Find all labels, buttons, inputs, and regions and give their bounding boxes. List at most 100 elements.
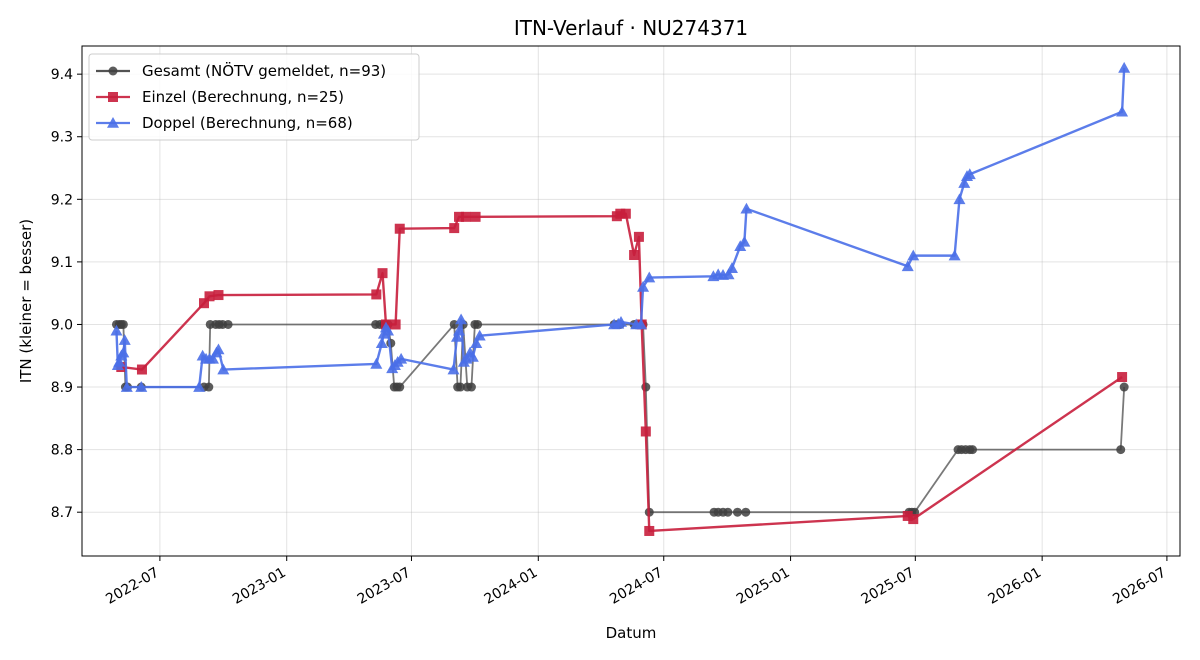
data-point: [738, 235, 751, 247]
data-point: [723, 507, 733, 517]
legend: Gesamt (NÖTV gemeldet, n=93) Einzel (Bere…: [88, 53, 420, 141]
series-triangle: [110, 61, 1131, 392]
data-point: [473, 329, 486, 341]
data-point: [118, 334, 131, 345]
data-point: [395, 352, 408, 364]
plot-frame: [81, 45, 1181, 557]
x-axis-ticks: 2022-07 2023-01 2023-07 2024-01 2024-07 2025-…: [103, 556, 1169, 608]
legend-label: Doppel (Berechnung, n=68): [142, 114, 353, 132]
series-square: [116, 208, 1128, 536]
data-point: [118, 319, 128, 329]
legend-label: Einzel (Berechnung, n=25): [142, 88, 344, 106]
data-point: [470, 337, 483, 349]
x-tick-label: 2026-07: [1110, 565, 1169, 608]
data-point: [120, 381, 133, 392]
data-point: [453, 324, 466, 336]
data-point: [948, 249, 961, 261]
data-point: [1116, 105, 1129, 117]
data-point: [377, 268, 388, 279]
data-point: [615, 315, 628, 327]
data-point: [958, 177, 971, 188]
data-point: [213, 290, 224, 301]
data-point: [455, 382, 465, 392]
data-point: [732, 507, 742, 517]
data-point: [375, 337, 388, 349]
y-tick-label: 8.9: [51, 380, 73, 396]
data-point: [907, 249, 920, 261]
data-point: [466, 382, 476, 392]
y-axis-ticks: 8.7 8.8 8.9 9.0 9.1 9.2 9.3 9.4: [51, 67, 82, 521]
data-point: [212, 343, 225, 355]
legend-label: Gesamt (NÖTV gemeldet, n=93): [142, 61, 386, 80]
data-point: [110, 324, 123, 336]
x-tick-label: 2023-01: [230, 565, 289, 608]
legend-item: Einzel (Berechnung, n=25): [96, 88, 344, 106]
series-circle: [111, 319, 1129, 517]
x-tick-label: 2025-07: [859, 565, 918, 608]
data-point: [629, 250, 640, 261]
series-layer: [110, 61, 1131, 536]
data-point: [1116, 445, 1126, 455]
x-axis-title: Datum: [606, 624, 657, 642]
data-point: [447, 363, 460, 375]
x-tick-label: 2024-01: [482, 565, 541, 608]
data-point: [466, 351, 479, 362]
data-point: [908, 514, 919, 525]
data-point: [740, 202, 753, 214]
data-point: [1118, 61, 1131, 73]
data-point: [217, 363, 230, 375]
data-point: [455, 313, 468, 325]
data-point: [725, 262, 738, 273]
data-point: [722, 268, 735, 280]
data-point: [470, 211, 481, 222]
legend-frame: [88, 53, 420, 141]
y-axis-title: ITN (kleiner = besser): [17, 219, 35, 383]
data-point: [902, 510, 913, 521]
data-point: [637, 280, 650, 292]
data-point: [199, 298, 209, 309]
y-tick-label: 9.4: [51, 67, 73, 83]
data-point: [454, 211, 465, 222]
x-tick-label: 2025-01: [734, 565, 793, 608]
data-point: [643, 271, 656, 283]
x-tick-label: 2022-07: [103, 565, 162, 608]
data-point: [641, 382, 651, 392]
legend-marker: [107, 117, 119, 128]
x-tick-label: 2026-01: [985, 565, 1044, 608]
series-line: [121, 212, 1123, 533]
data-point: [450, 330, 463, 342]
data-point: [395, 382, 405, 392]
data-point: [620, 208, 631, 219]
data-point: [193, 381, 206, 392]
legend-marker: [108, 66, 118, 76]
data-point: [449, 223, 460, 234]
data-point: [633, 231, 644, 242]
data-point: [968, 445, 978, 455]
data-point: [117, 346, 130, 358]
y-tick-label: 8.7: [51, 505, 73, 521]
data-point: [901, 260, 914, 272]
data-point: [640, 426, 651, 437]
data-point: [615, 208, 626, 219]
data-point: [370, 357, 383, 369]
data-point: [204, 382, 214, 392]
data-point: [136, 364, 147, 375]
data-point: [206, 352, 219, 364]
data-point: [1119, 382, 1129, 392]
y-tick-label: 8.8: [51, 443, 73, 459]
data-point: [963, 168, 976, 180]
y-tick-label: 9.2: [51, 192, 73, 208]
data-point: [634, 318, 647, 330]
data-point: [390, 319, 401, 330]
data-point: [460, 211, 471, 222]
data-point: [741, 507, 751, 517]
legend-item: Doppel (Berechnung, n=68): [96, 114, 353, 132]
data-point: [644, 525, 655, 536]
legend-item: Gesamt (NÖTV gemeldet, n=93): [96, 61, 386, 80]
data-point: [394, 223, 405, 234]
data-point: [473, 319, 483, 329]
y-tick-label: 9.3: [51, 130, 73, 146]
chart-title: ITN-Verlauf · NU274371: [514, 16, 748, 40]
